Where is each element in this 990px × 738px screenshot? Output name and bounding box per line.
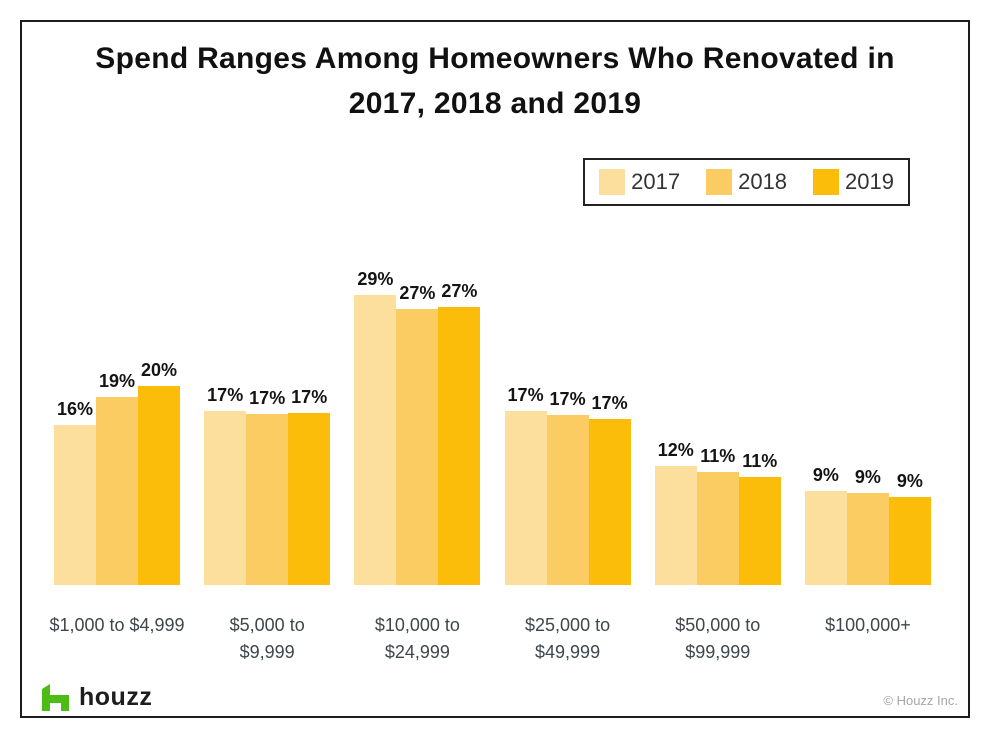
bar-2018-0 xyxy=(96,397,138,585)
bar-col-2019-2: 27% xyxy=(438,281,481,585)
bar-2018-2 xyxy=(396,309,439,585)
legend: 2017 2018 2019 xyxy=(583,158,910,206)
legend-label-2017: 2017 xyxy=(631,169,681,194)
category-label-1: $5,000 to $9,999 xyxy=(229,615,305,662)
bar-value-label: 19% xyxy=(98,371,136,391)
chart-title: Spend Ranges Among Homeowners Who Renova… xyxy=(95,42,895,120)
bar-col-2018-2: 27% xyxy=(396,283,439,585)
bar-col-2019-5: 9% xyxy=(888,471,931,585)
bar-value-label: 27% xyxy=(399,283,436,303)
legend-swatch-2019 xyxy=(813,169,840,195)
bar-col-2017-2: 29% xyxy=(354,269,397,585)
bar-2019-3 xyxy=(588,419,631,585)
bar-group-2: 29% 27% 27% xyxy=(354,269,481,585)
bar-2019-2 xyxy=(438,307,481,585)
bar-value-label: 17% xyxy=(207,385,244,405)
bar-2017-2 xyxy=(354,295,397,585)
bar-col-2017-4: 12% xyxy=(654,440,697,585)
chart-frame: Spend Ranges Among Homeowners Who Renova… xyxy=(20,20,970,718)
bar-col-2019-1: 17% xyxy=(288,387,331,585)
bar-col-2017-0: 16% xyxy=(54,399,96,585)
houzz-wordmark: houzz xyxy=(79,683,153,711)
bar-value-label: 17% xyxy=(591,393,628,413)
bar-2019-4 xyxy=(738,477,781,585)
bar-group-1: 17% 17% 17% xyxy=(204,385,331,585)
bar-value-label: 9% xyxy=(812,465,839,485)
legend-item-2018: 2018 xyxy=(706,169,787,195)
category-label-3: $25,000 to $49,999 xyxy=(525,615,611,662)
bar-2018-3 xyxy=(546,415,589,585)
legend-swatch-2018 xyxy=(706,169,733,195)
category-label-5: $100,000+ xyxy=(825,615,911,635)
bar-2017-0 xyxy=(54,425,96,585)
bar-value-label: 20% xyxy=(140,360,178,380)
category-axis: $1,000 to $4,999 $5,000 to $9,999 $10,000 … xyxy=(49,612,931,666)
plot-area: 16% 19% 20% 17% 17% 17% 29% 27% 27% 17% 17% 17% 12% 1… xyxy=(54,244,931,585)
bar-2019-5 xyxy=(888,497,931,585)
bar-value-label: 16% xyxy=(56,399,94,419)
bar-value-label: 17% xyxy=(549,389,586,409)
bar-value-label: 9% xyxy=(854,467,881,487)
legend-label-2018: 2018 xyxy=(738,169,788,194)
bar-col-2017-1: 17% xyxy=(204,385,247,585)
bar-col-2018-1: 17% xyxy=(246,388,289,585)
bar-2018-4 xyxy=(696,472,739,585)
bar-2019-0 xyxy=(138,386,180,585)
category-label-4: $50,000 to $99,999 xyxy=(675,615,761,662)
bar-col-2018-0: 19% xyxy=(96,371,138,585)
bar-col-2017-3: 17% xyxy=(504,385,547,585)
bar-2017-5 xyxy=(804,491,847,585)
legend-item-2017: 2017 xyxy=(599,169,680,195)
bar-col-2018-4: 11% xyxy=(696,446,739,585)
legend-item-2019: 2019 xyxy=(813,169,894,195)
bar-value-label: 17% xyxy=(507,385,544,405)
category-label-0: $1,000 to $4,999 xyxy=(49,615,185,635)
bar-2018-5 xyxy=(846,493,889,585)
bar-group-5: 9% 9% 9% xyxy=(804,465,931,585)
bar-2017-3 xyxy=(504,411,547,585)
category-label-2: $10,000 to $24,999 xyxy=(374,615,460,662)
bar-col-2018-5: 9% xyxy=(846,467,889,585)
bar-col-2019-0: 20% xyxy=(138,360,180,585)
bar-group-4: 12% 11% 11% xyxy=(654,440,781,585)
bar-2018-1 xyxy=(246,414,289,585)
bar-value-label: 17% xyxy=(249,388,286,408)
bar-group-0: 16% 19% 20% xyxy=(54,360,180,585)
bar-value-label: 27% xyxy=(441,281,478,301)
bar-value-label: 11% xyxy=(742,451,778,471)
copyright-text: © Houzz Inc. xyxy=(883,693,958,708)
bar-col-2019-3: 17% xyxy=(588,393,631,585)
bar-value-label: 11% xyxy=(700,446,736,466)
legend-label-2019: 2019 xyxy=(845,169,894,194)
bar-value-label: 9% xyxy=(896,471,923,491)
bar-col-2019-4: 11% xyxy=(738,451,781,585)
bar-2017-4 xyxy=(654,466,697,585)
bar-col-2017-5: 9% xyxy=(804,465,847,585)
legend-swatch-2017 xyxy=(599,169,626,195)
bar-2017-1 xyxy=(204,411,247,585)
houzz-h-icon xyxy=(42,684,69,711)
bar-2019-1 xyxy=(288,413,331,585)
houzz-logo: houzz xyxy=(42,683,152,712)
bar-value-label: 29% xyxy=(357,269,394,289)
bar-value-label: 17% xyxy=(291,387,328,407)
bar-value-label: 12% xyxy=(657,440,694,460)
bar-col-2018-3: 17% xyxy=(546,389,589,585)
bar-group-3: 17% 17% 17% xyxy=(504,385,631,585)
